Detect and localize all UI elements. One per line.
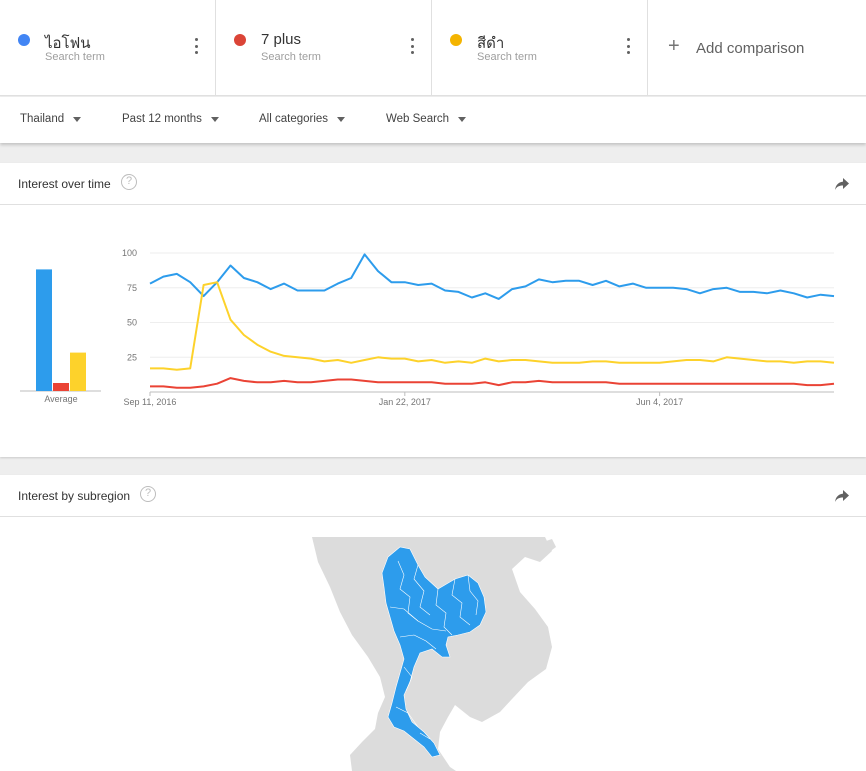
- help-icon[interactable]: ?: [140, 486, 156, 502]
- dropdown-caret-icon: [210, 116, 219, 122]
- more-options-icon[interactable]: [195, 38, 199, 54]
- y-tick-label: 25: [127, 352, 137, 362]
- term-color-dot: [18, 34, 30, 46]
- term-name: ไอโฟน: [45, 35, 91, 52]
- time-range-label: Past 12 months: [122, 113, 202, 125]
- share-icon[interactable]: [834, 489, 850, 503]
- search-term-1[interactable]: ไอโฟน Search term: [0, 0, 216, 96]
- x-tick-label: Jun 4, 2017: [636, 397, 683, 407]
- help-icon[interactable]: ?: [121, 174, 137, 190]
- term-subtitle: Search term: [261, 51, 321, 63]
- average-bar-3: [70, 352, 86, 391]
- term-color-dot: [234, 34, 246, 46]
- plus-icon: +: [668, 35, 680, 57]
- card-title: Interest over time: [18, 177, 111, 191]
- series-line-2: [150, 377, 835, 389]
- more-options-icon[interactable]: [411, 38, 415, 54]
- add-comparison-label: Add comparison: [696, 40, 805, 57]
- term-name: สีดำ: [477, 35, 505, 52]
- search-terms-bar: ไอโฟน Search term 7 plus Search term สีด…: [0, 0, 866, 96]
- interest-by-subregion-card: Interest by subregion ?: [0, 475, 866, 771]
- card-title: Interest by subregion: [18, 489, 131, 503]
- category-label: All categories: [259, 113, 329, 125]
- y-tick-label: 50: [127, 318, 137, 328]
- more-options-icon[interactable]: [627, 38, 631, 54]
- card-header: Interest over time ?: [0, 163, 866, 205]
- term-color-dot: [450, 34, 462, 46]
- interest-over-time-card: Interest over time ? 100 75 50 25 Sep 11, 20…: [0, 163, 866, 457]
- dropdown-caret-icon: [458, 116, 467, 122]
- province-borders: [389, 560, 479, 740]
- dropdown-caret-icon: [73, 116, 82, 122]
- category-dropdown[interactable]: All categories: [259, 113, 346, 125]
- thailand-region: [381, 546, 487, 758]
- hainan-island: [540, 539, 556, 553]
- x-tick-label: Jan 22, 2017: [379, 397, 431, 407]
- region-dropdown[interactable]: Thailand: [20, 113, 82, 125]
- search-type-dropdown[interactable]: Web Search: [386, 113, 467, 125]
- interest-over-time-chart: 100 75 50 25 Sep 11, 2016 Jan 22, 2017 Jun 4, …: [20, 248, 835, 407]
- y-tick-label: 75: [127, 283, 137, 293]
- neighbor-countries-land: [312, 537, 552, 771]
- add-comparison-button[interactable]: + Add comparison: [648, 0, 866, 96]
- y-tick-label: 100: [122, 248, 137, 258]
- share-icon[interactable]: [834, 177, 850, 191]
- dropdown-caret-icon: [337, 116, 346, 122]
- search-term-2[interactable]: 7 plus Search term: [216, 0, 432, 96]
- search-type-label: Web Search: [386, 113, 450, 125]
- card-header: Interest by subregion ?: [0, 475, 866, 517]
- search-term-3[interactable]: สีดำ Search term: [432, 0, 648, 96]
- term-subtitle: Search term: [45, 51, 105, 63]
- region-label: Thailand: [20, 113, 65, 125]
- average-bar-2: [53, 383, 69, 391]
- filter-bar: Thailand Past 12 months All categories W…: [0, 97, 866, 143]
- series-line-3: [150, 281, 835, 371]
- series-line-1: [149, 253, 835, 300]
- term-subtitle: Search term: [477, 51, 537, 63]
- average-label: Average: [44, 394, 77, 404]
- subregion-map[interactable]: [0, 517, 866, 771]
- x-tick-label: Sep 11, 2016: [124, 397, 177, 407]
- average-bar-1: [36, 269, 52, 391]
- term-name: 7 plus: [261, 31, 302, 48]
- time-range-dropdown[interactable]: Past 12 months: [122, 113, 219, 125]
